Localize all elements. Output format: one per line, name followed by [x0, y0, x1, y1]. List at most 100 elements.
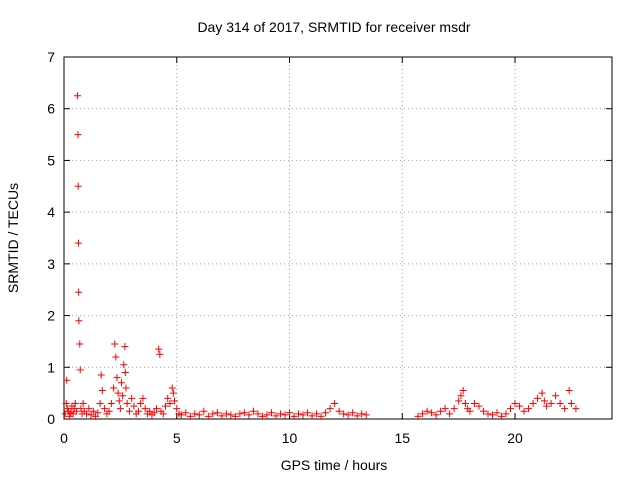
- grid: [64, 57, 612, 419]
- data-point: [89, 407, 97, 415]
- data-point: [112, 353, 120, 361]
- data-point: [540, 397, 548, 405]
- data-point: [116, 405, 124, 413]
- data-point: [195, 411, 203, 419]
- data-point: [299, 411, 307, 419]
- data-point: [114, 389, 122, 397]
- data-point: [556, 399, 564, 407]
- ticks: [63, 56, 612, 420]
- data-point: [155, 345, 163, 353]
- y-tick-label: 3: [47, 256, 55, 272]
- data-point: [276, 410, 284, 418]
- data-point: [74, 92, 82, 100]
- data-point: [340, 410, 348, 418]
- y-tick-label: 7: [47, 49, 55, 65]
- data-point: [105, 407, 113, 415]
- data-point: [200, 407, 208, 415]
- data-point: [101, 405, 109, 413]
- data-point: [245, 411, 253, 419]
- data-point: [236, 410, 244, 418]
- data-point: [534, 394, 542, 402]
- data-point: [502, 410, 510, 418]
- data-point: [272, 412, 280, 420]
- data-point: [455, 397, 463, 405]
- data-point: [344, 411, 352, 419]
- data-point: [63, 376, 71, 384]
- data-point: [446, 410, 454, 418]
- data-point: [419, 410, 427, 418]
- data-point: [222, 410, 230, 418]
- data-point: [115, 397, 123, 405]
- data-point: [98, 387, 106, 395]
- y-tick-label: 4: [47, 204, 55, 220]
- x-tick-label: 5: [173, 430, 181, 446]
- plot-area: [63, 56, 613, 420]
- x-tick-label: 10: [282, 430, 298, 446]
- data-points: [61, 92, 580, 420]
- data-point: [74, 131, 82, 139]
- data-point: [83, 410, 91, 418]
- data-point: [166, 399, 174, 407]
- data-point: [191, 410, 199, 418]
- data-point: [218, 412, 226, 420]
- data-point: [538, 389, 546, 397]
- data-point: [267, 409, 275, 417]
- data-point: [130, 402, 138, 410]
- data-point: [331, 399, 339, 407]
- data-point: [72, 407, 80, 415]
- data-point: [146, 407, 154, 415]
- tick-labels: 0 1 2 3 4 5 6 7 0 5 10 15 20: [47, 49, 523, 446]
- x-tick-label: 20: [507, 430, 523, 446]
- y-tick-label: 5: [47, 152, 55, 168]
- data-point: [423, 407, 431, 415]
- data-point: [441, 405, 449, 413]
- data-point: [313, 410, 321, 418]
- data-point: [461, 399, 469, 407]
- data-point: [87, 411, 95, 419]
- data-point: [258, 412, 266, 420]
- data-point: [156, 350, 164, 358]
- data-point: [317, 412, 325, 420]
- data-point: [479, 407, 487, 415]
- data-point: [79, 399, 87, 407]
- data-point: [134, 407, 142, 415]
- data-point: [182, 409, 190, 417]
- data-point: [169, 389, 177, 397]
- data-point: [209, 410, 217, 418]
- data-point: [572, 405, 580, 413]
- data-point: [62, 399, 70, 407]
- data-point: [484, 410, 492, 418]
- data-point: [567, 399, 575, 407]
- data-point: [353, 412, 361, 420]
- data-point: [96, 399, 104, 407]
- data-point: [92, 412, 100, 420]
- data-point: [125, 407, 133, 415]
- data-point: [85, 405, 93, 413]
- data-point: [254, 410, 262, 418]
- x-tick-label: 15: [394, 430, 410, 446]
- data-point: [76, 366, 84, 374]
- data-point: [107, 399, 115, 407]
- data-point: [75, 317, 83, 325]
- data-point: [520, 407, 528, 415]
- data-point: [97, 371, 105, 379]
- data-point: [475, 402, 483, 410]
- data-point: [118, 379, 126, 387]
- data-point: [466, 407, 474, 415]
- data-point: [547, 399, 555, 407]
- data-point: [231, 412, 239, 420]
- data-point: [335, 407, 343, 415]
- x-axis-label: GPS time / hours: [281, 457, 388, 473]
- data-point: [240, 409, 248, 417]
- data-point: [168, 384, 176, 392]
- data-point: [137, 399, 145, 407]
- data-point: [111, 340, 119, 348]
- data-point: [120, 361, 128, 369]
- y-axis-label: SRMTID / TECUs: [5, 183, 21, 293]
- data-point: [286, 409, 294, 417]
- data-point: [164, 394, 172, 402]
- data-point: [110, 384, 118, 392]
- data-point: [290, 412, 298, 420]
- data-point: [511, 399, 519, 407]
